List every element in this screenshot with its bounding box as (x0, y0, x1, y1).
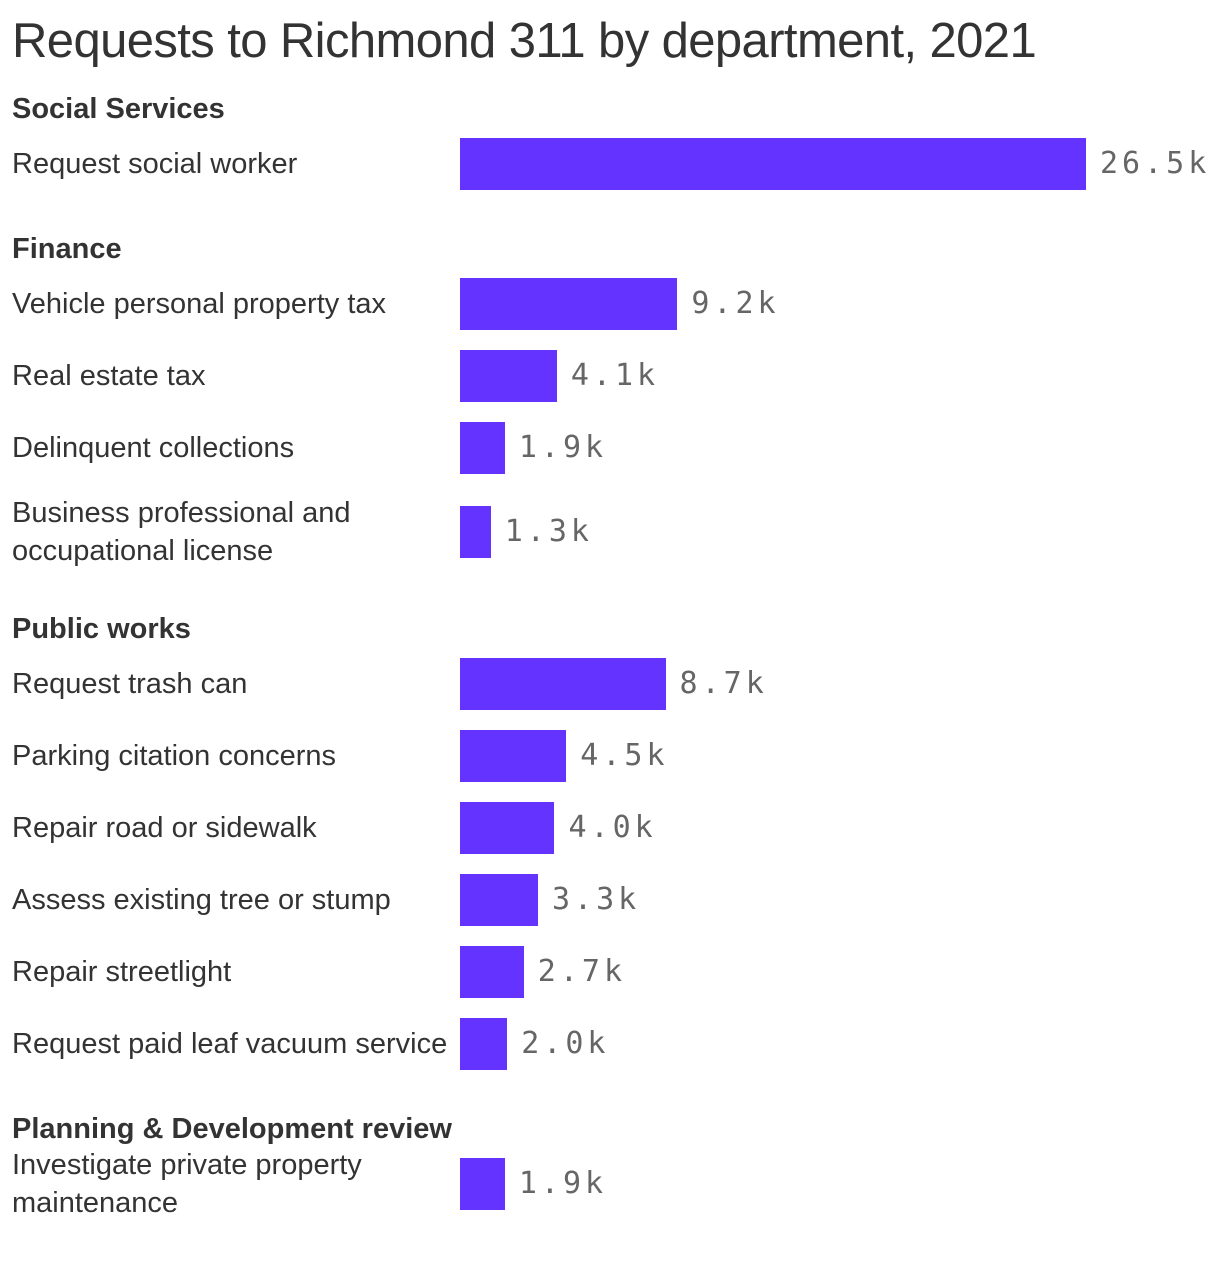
group-label: Social Services (12, 93, 225, 125)
row-label: Delinquent collections (12, 432, 295, 464)
row-label: Vehicle personal property tax (12, 288, 386, 320)
value-label: 4.1k (570, 358, 660, 393)
value-label: 2.0k (521, 1026, 610, 1061)
bar (460, 802, 555, 854)
value-label: 2.7k (537, 954, 627, 989)
bar (460, 1158, 505, 1210)
row-label: Request paid leaf vacuum service (12, 1028, 448, 1060)
value-label: 8.7k (679, 666, 768, 701)
value-label: 1.9k (518, 430, 608, 465)
bar (460, 138, 1086, 190)
value-label: 9.2k (691, 286, 780, 321)
chart-title: Requests to Richmond 311 by department, … (12, 14, 1037, 68)
row-label: Request trash can (12, 668, 248, 700)
value-label: 1.9k (518, 1166, 608, 1201)
bar (460, 658, 666, 710)
row-label: Parking citation concerns (12, 740, 336, 772)
row-label: Assess existing tree or stump (12, 884, 391, 916)
bar (460, 350, 557, 402)
value-label: 4.0k (568, 810, 657, 845)
value-label: 3.3k (551, 882, 641, 917)
value-label: 4.5k (580, 738, 669, 773)
bar (460, 730, 567, 782)
group-label: Public works (12, 613, 191, 645)
group-label: Planning & Development review (12, 1113, 452, 1145)
bar (460, 874, 538, 926)
row-label: Investigate private property maintenance (12, 1149, 362, 1219)
value-label: 26.5k (1100, 146, 1211, 181)
row-label: Repair road or sidewalk (12, 812, 317, 844)
bar (460, 1018, 508, 1070)
bar (460, 506, 491, 558)
group-label: Finance (12, 233, 122, 265)
bar (460, 422, 505, 474)
bar (460, 946, 524, 998)
row-label: Request social worker (12, 148, 298, 180)
row-label: Business professional and occupational l… (12, 497, 351, 567)
row-label: Real estate tax (12, 360, 206, 392)
row-label: Repair streetlight (12, 956, 232, 988)
bar (460, 278, 678, 330)
value-label: 1.3k (504, 514, 593, 549)
